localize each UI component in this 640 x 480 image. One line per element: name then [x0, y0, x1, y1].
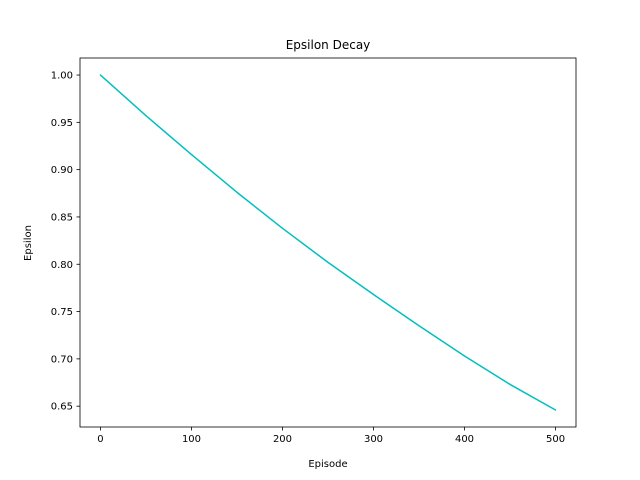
- x-tick-label: 400: [455, 434, 474, 445]
- y-tick-label: 0.65: [51, 402, 73, 413]
- plot-area: [79, 57, 577, 428]
- series-line-0: [99, 74, 557, 411]
- x-axis-label: Episode: [308, 459, 347, 470]
- y-tick-label: 1.00: [51, 71, 73, 82]
- y-axis-label: Epsilon: [23, 225, 34, 261]
- x-tick-label: 300: [364, 434, 383, 445]
- x-tick-label: 500: [546, 434, 565, 445]
- y-tick-label: 0.95: [51, 118, 73, 129]
- y-tick-label: 0.90: [51, 165, 73, 176]
- y-tick-label: 0.80: [51, 260, 73, 271]
- x-tick-label: 100: [182, 434, 201, 445]
- chart-title: Epsilon Decay: [286, 38, 371, 52]
- x-tick-label: 0: [97, 434, 103, 445]
- y-axis-ticks: 0.65 0.70 0.75 0.80 0.85 0.90 0.95 1.00: [51, 71, 80, 413]
- plot-frame: [79, 57, 577, 428]
- x-axis-ticks: 0 100 200 300 400 500: [97, 427, 565, 445]
- y-tick-label: 0.85: [51, 212, 73, 223]
- x-tick-label: 200: [273, 434, 292, 445]
- y-tick-label: 0.70: [51, 354, 73, 365]
- y-tick-label: 0.75: [51, 307, 73, 318]
